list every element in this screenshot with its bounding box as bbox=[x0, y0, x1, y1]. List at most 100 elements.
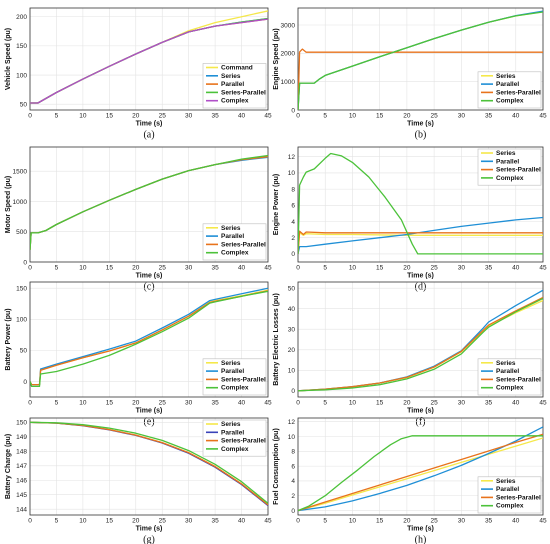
y-tick-label: 145 bbox=[16, 492, 27, 499]
y-tick-label: 1000 bbox=[13, 199, 28, 206]
x-tick-label: 45 bbox=[539, 400, 547, 407]
y-tick-label: 150 bbox=[16, 420, 27, 427]
x-tick-label: 30 bbox=[185, 265, 193, 272]
x-tick-label: 20 bbox=[403, 400, 411, 407]
y-axis-label: Battery Power (pu) bbox=[5, 308, 12, 370]
legend-label: Series bbox=[496, 360, 516, 367]
panel-caption: (h) bbox=[415, 535, 427, 544]
y-tick-label: 0 bbox=[291, 251, 295, 258]
y-tick-label: 146 bbox=[16, 478, 27, 485]
legend-label: Series bbox=[221, 225, 241, 232]
x-tick-label: 20 bbox=[403, 518, 411, 525]
x-tick-label: 5 bbox=[55, 400, 59, 407]
panel-caption: (c) bbox=[143, 282, 154, 293]
legend-label: Series bbox=[221, 421, 241, 428]
y-tick-label: 30 bbox=[288, 327, 296, 334]
panel-caption: (g) bbox=[143, 535, 155, 544]
series-lines bbox=[30, 10, 268, 104]
x-tick-label: 40 bbox=[512, 400, 520, 407]
x-tick-label: 10 bbox=[349, 400, 357, 407]
y-tick-label: 3000 bbox=[281, 22, 296, 29]
x-tick-label: 25 bbox=[430, 113, 438, 120]
x-tick-label: 20 bbox=[132, 265, 140, 272]
series-lines bbox=[30, 287, 268, 388]
x-tick-label: 25 bbox=[159, 265, 167, 272]
series-lines bbox=[298, 10, 543, 110]
legend-label: Parallel bbox=[221, 233, 244, 240]
x-tick-label: 25 bbox=[159, 400, 167, 407]
x-tick-label: 20 bbox=[132, 518, 140, 525]
x-tick-label: 15 bbox=[376, 265, 384, 272]
x-tick-label: 35 bbox=[211, 400, 219, 407]
y-tick-label: 12 bbox=[288, 154, 296, 161]
x-tick-label: 30 bbox=[458, 265, 466, 272]
x-axis-label: Time (s) bbox=[136, 408, 163, 415]
y-tick-label: 150 bbox=[16, 286, 27, 293]
legend-label: Series bbox=[496, 150, 516, 157]
panel-f: 0 5 10 15 20 25 30 35 40 45 0 10 20 30 40 50 Time (s) Bat… bbox=[273, 281, 547, 428]
x-tick-label: 45 bbox=[264, 400, 272, 407]
legend-label: Series bbox=[496, 73, 516, 80]
legend-label: Parallel bbox=[496, 368, 519, 375]
y-tick-label: 100 bbox=[16, 72, 27, 79]
series-line-series-parallel bbox=[298, 433, 543, 512]
legend-label: Complex bbox=[496, 385, 524, 392]
x-tick-label: 20 bbox=[132, 113, 140, 120]
y-tick-label: 0 bbox=[291, 388, 295, 395]
y-tick-label: 500 bbox=[16, 229, 27, 236]
series-line-complex bbox=[298, 152, 543, 255]
plot-frame bbox=[297, 146, 544, 263]
series-line-complex bbox=[30, 290, 268, 388]
legend-label: Complex bbox=[221, 250, 249, 257]
series-lines bbox=[298, 426, 543, 512]
legend-label: Complex bbox=[221, 446, 249, 453]
legend-label: Series bbox=[221, 360, 241, 367]
x-tick-label: 5 bbox=[55, 113, 59, 120]
x-tick-label: 45 bbox=[264, 518, 272, 525]
x-tick-label: 40 bbox=[238, 113, 246, 120]
panel-g: 0 5 10 15 20 25 30 35 40 45 144 145 146 147 148 149 150 T… bbox=[5, 417, 272, 544]
y-axis-label: Motor Speed (pu) bbox=[5, 176, 12, 234]
panel-a: 0 5 10 15 20 25 30 35 40 45 50 100 150 200 Time (s) Veh… bbox=[5, 7, 272, 141]
panel-h: 0 5 10 15 20 25 30 35 40 45 0 2 4 6 8 10 12 Time (s) Fuel … bbox=[273, 417, 547, 544]
series-line-complex bbox=[298, 11, 543, 110]
x-axis-label: Time (s) bbox=[136, 526, 163, 533]
x-tick-label: 5 bbox=[323, 518, 327, 525]
plot-frame bbox=[29, 281, 269, 398]
x-tick-label: 0 bbox=[296, 265, 300, 272]
series-lines bbox=[298, 152, 543, 255]
x-axis-label: Time (s) bbox=[136, 121, 163, 128]
x-tick-label: 10 bbox=[79, 265, 87, 272]
x-tick-label: 25 bbox=[159, 518, 167, 525]
x-tick-label: 30 bbox=[458, 518, 466, 525]
x-tick-label: 15 bbox=[106, 265, 114, 272]
x-axis-label: Time (s) bbox=[136, 273, 163, 280]
series-line-series-parallel bbox=[298, 230, 543, 254]
x-tick-label: 30 bbox=[185, 518, 193, 525]
legend-label: Complex bbox=[496, 98, 524, 105]
legend-label: Series-Parallel bbox=[221, 438, 266, 445]
panel-e: 0 5 10 15 20 25 30 35 40 45 0 50 100 150 Time (s) Batte… bbox=[5, 281, 272, 428]
y-tick-label: 200 bbox=[16, 14, 27, 21]
y-tick-label: 10 bbox=[288, 434, 296, 441]
legend-label: Series-Parallel bbox=[221, 376, 266, 383]
x-tick-label: 40 bbox=[238, 518, 246, 525]
legend-label: Series-Parallel bbox=[221, 89, 266, 96]
x-axis-label: Time (s) bbox=[407, 408, 434, 415]
series-line-series-parallel bbox=[298, 48, 543, 110]
plot-frame bbox=[29, 7, 269, 111]
legend-box bbox=[477, 476, 542, 514]
y-tick-label: 10 bbox=[288, 170, 296, 177]
legend-label: Series bbox=[496, 478, 516, 485]
plot-frame bbox=[297, 7, 544, 111]
legend-label: Command bbox=[221, 65, 253, 72]
legend-label: Series-Parallel bbox=[496, 376, 541, 383]
y-tick-label: 0 bbox=[291, 508, 295, 515]
panel-d: 0 5 10 15 20 25 30 35 40 45 0 2 4 6 8 10 12 Time (s) Engin… bbox=[273, 146, 547, 293]
y-axis-label: Vehicle Speed (pu) bbox=[5, 28, 12, 90]
x-tick-label: 30 bbox=[458, 113, 466, 120]
x-axis-label: Time (s) bbox=[407, 121, 434, 128]
